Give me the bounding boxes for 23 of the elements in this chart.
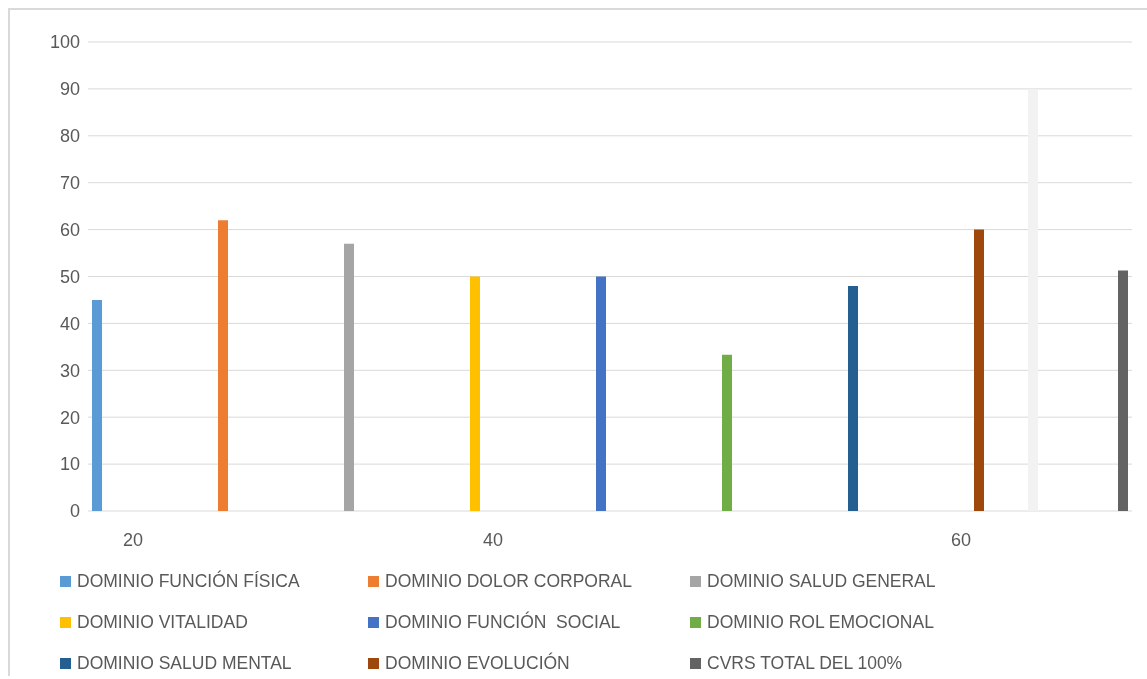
legend-label: CVRS TOTAL DEL 100% (707, 653, 903, 674)
legend-label: DOMINIO SALUD GENERAL (707, 571, 936, 592)
legend-label: DOMINIO FUNCIÓN SOCIAL (385, 612, 621, 633)
legend-label: DOMINIO FUNCIÓN FÍSICA (77, 571, 300, 592)
y-tick-label: 0 (69, 501, 80, 522)
y-tick-label: 80 (59, 126, 80, 147)
y-tick-label: 40 (59, 313, 80, 334)
y-tick-label: 70 (59, 173, 80, 194)
x-tick-label: 40 (482, 529, 504, 550)
x-tick-label: 20 (122, 529, 144, 550)
y-tick-label: 60 (59, 219, 80, 240)
y-tick-label: 90 (59, 79, 80, 100)
legend-label: DOMINIO ROL EMOCIONAL (707, 612, 934, 633)
legend-label: DOMINIO SALUD MENTAL (77, 653, 292, 674)
legend-label: DOMINIO DOLOR CORPORAL (385, 571, 632, 592)
y-tick-label: 30 (59, 360, 80, 381)
legend-label: DOMINIO VITALIDAD (77, 612, 248, 633)
legend-label: DOMINIO EVOLUCIÓN (385, 653, 570, 674)
y-tick-label: 10 (59, 454, 80, 475)
x-tick-label: 60 (950, 529, 972, 550)
y-tick-label: 100 (49, 32, 80, 53)
y-tick-label: 20 (59, 407, 80, 428)
y-tick-label: 50 (59, 266, 80, 287)
